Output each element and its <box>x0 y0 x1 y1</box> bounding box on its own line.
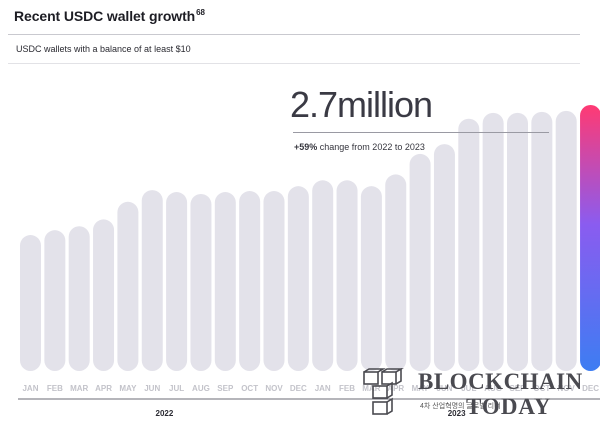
x-tick-label: APR <box>387 384 404 393</box>
x-tick-label: APR <box>95 384 112 393</box>
bar <box>263 191 285 371</box>
bar <box>433 144 455 371</box>
bar <box>458 118 480 371</box>
x-tick-label: OCT <box>533 384 550 393</box>
chart-title: Recent USDC wallet growth68 <box>14 8 205 24</box>
bar <box>190 193 212 371</box>
chart-subtitle: USDC wallets with a balance of at least … <box>16 44 191 54</box>
x-tick-label: FEB <box>339 384 355 393</box>
bar <box>482 112 504 372</box>
x-tick-label: JUN <box>144 384 160 393</box>
x-tick-label: SEP <box>217 384 234 393</box>
callout-line <box>293 132 549 133</box>
x-tick-label: AUG <box>192 384 210 393</box>
callout-value: 2.7million <box>290 84 433 125</box>
x-tick-label: DEC <box>290 384 307 393</box>
watermark-line1: BLOCKCHAIN <box>418 369 583 394</box>
change-percent: +59% <box>294 142 318 152</box>
x-tick-label: JUL <box>461 384 476 393</box>
bar <box>385 174 407 371</box>
bar <box>409 153 431 371</box>
bar <box>117 201 139 371</box>
bar <box>360 186 382 371</box>
x-tick-label: MAY <box>412 384 430 393</box>
watermark-tagline: 4차 산업혁명의 글로벌 리더 <box>420 403 501 410</box>
bar <box>507 112 528 372</box>
subtitle-divider <box>8 63 580 64</box>
bar <box>336 180 358 371</box>
x-tick-label: JUN <box>436 384 452 393</box>
x-tick-label: MAY <box>119 384 137 393</box>
change-text: change from 2022 to 2023 <box>317 142 425 152</box>
bar <box>531 111 553 371</box>
blockchain-logo-icon <box>363 367 404 415</box>
bar <box>93 219 115 371</box>
title-divider <box>8 34 580 35</box>
year-label: 2022 <box>156 409 174 418</box>
x-tick-label: SEP <box>509 384 526 393</box>
bar <box>214 192 236 371</box>
x-tick-label: MAR <box>362 384 380 393</box>
x-tick-label: FEB <box>47 384 63 393</box>
bar <box>555 110 577 371</box>
bar <box>287 186 309 371</box>
x-tick-label: MAR <box>70 384 88 393</box>
bar <box>166 192 188 371</box>
bar <box>68 226 90 371</box>
bar <box>239 191 261 371</box>
x-tick-label: JAN <box>22 384 38 393</box>
x-tick-label: JAN <box>315 384 331 393</box>
bar <box>141 190 163 371</box>
chart-title-text: Recent USDC wallet growth <box>14 8 196 24</box>
year-label: 2023 <box>448 409 466 418</box>
x-tick-label: NOV <box>265 384 283 393</box>
x-tick-label: OCT <box>241 384 258 393</box>
footnote-marker: 68 <box>196 8 205 17</box>
x-tick-label: DEC <box>582 384 599 393</box>
change-note: +59% change from 2022 to 2023 <box>294 142 425 152</box>
bar <box>20 235 41 371</box>
bar <box>44 230 66 371</box>
bar <box>312 180 334 371</box>
watermark: BLOCKCHAIN 4차 산업혁명의 글로벌 리더 TODAY <box>356 367 592 424</box>
x-tick-label: JUL <box>169 384 184 393</box>
x-tick-label: AUG <box>484 384 502 393</box>
bar-highlight <box>580 105 600 371</box>
watermark-line2: TODAY <box>466 394 552 419</box>
x-tick-label: NOV <box>558 384 576 393</box>
